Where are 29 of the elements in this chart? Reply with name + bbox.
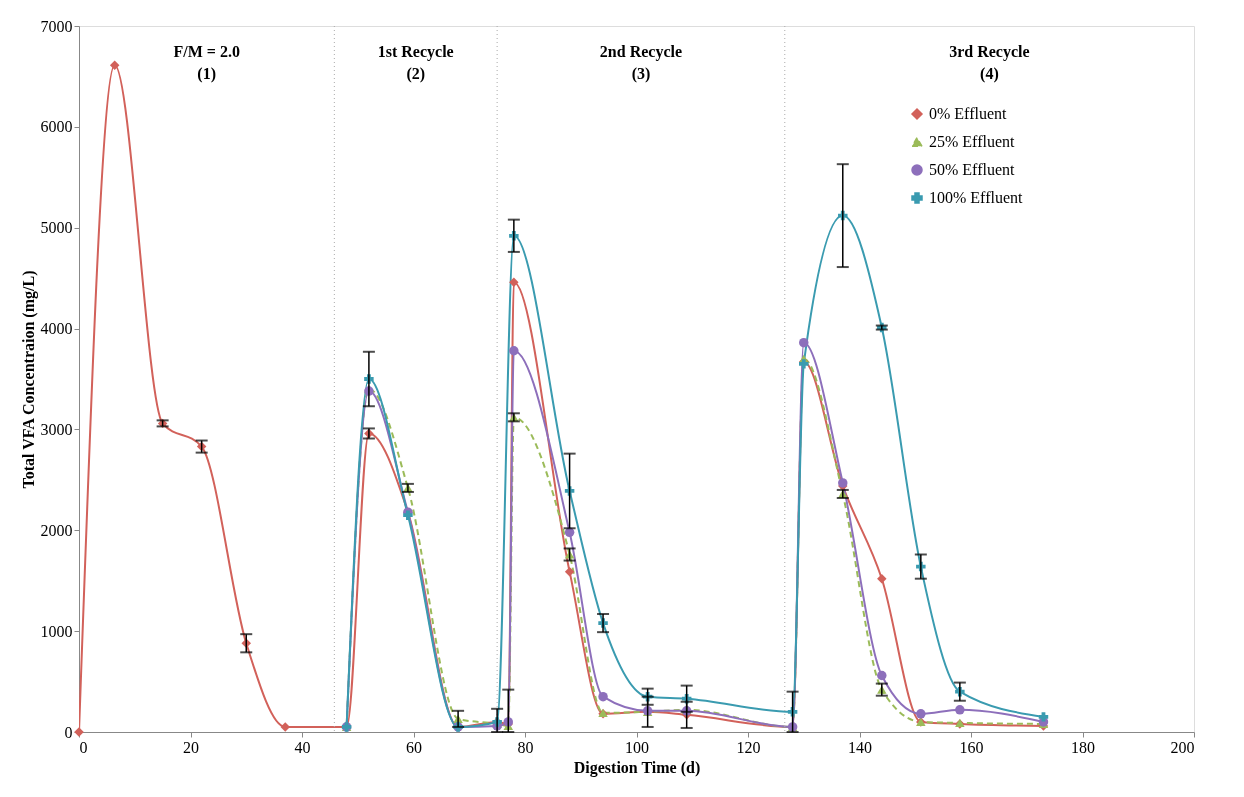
y-tick-label: 7000	[40, 17, 73, 35]
y-tick-label: 4000	[40, 320, 73, 338]
annotation: 3rd Recycle (4)	[949, 43, 1030, 83]
y-tick-label: 3000	[40, 420, 73, 438]
x-axis-title: Digestion Time (d)	[573, 758, 701, 777]
legend-label: 100% Effluent	[929, 189, 1024, 206]
y-tick-label: 2000	[40, 521, 73, 539]
x-tick-label: 160	[959, 738, 984, 756]
annotation: 1st Recycle (2)	[377, 43, 454, 83]
annotation: F/M = 2.0 (1)	[173, 43, 240, 83]
x-tick-label: 120	[736, 738, 761, 756]
x-tick-label: 80	[517, 738, 534, 756]
y-tick-label: 5000	[40, 219, 73, 237]
legend-label: 50% Effluent	[929, 161, 1016, 178]
annotation: 2nd Recycle (3)	[599, 43, 683, 83]
x-tick-label: 40	[294, 738, 311, 756]
x-tick-label: 0	[79, 738, 88, 756]
y-tick-label: 0	[64, 723, 73, 741]
x-tick-label: 140	[848, 738, 872, 756]
y-tick-label: 6000	[40, 118, 73, 136]
x-tick-label: 200	[1170, 738, 1195, 756]
x-tick-label: 60	[406, 738, 422, 756]
legend-label: 25% Effluent	[929, 133, 1016, 150]
x-tick-label: 180	[1071, 738, 1095, 756]
x-tick-label: 100	[625, 738, 649, 756]
x-tick-label: 20	[183, 738, 199, 756]
y-axis-title: Total VFA Concentraion (mg/L)	[19, 270, 38, 489]
legend-label: 0% Effluent	[929, 105, 1008, 122]
y-tick-label: 1000	[40, 622, 73, 640]
